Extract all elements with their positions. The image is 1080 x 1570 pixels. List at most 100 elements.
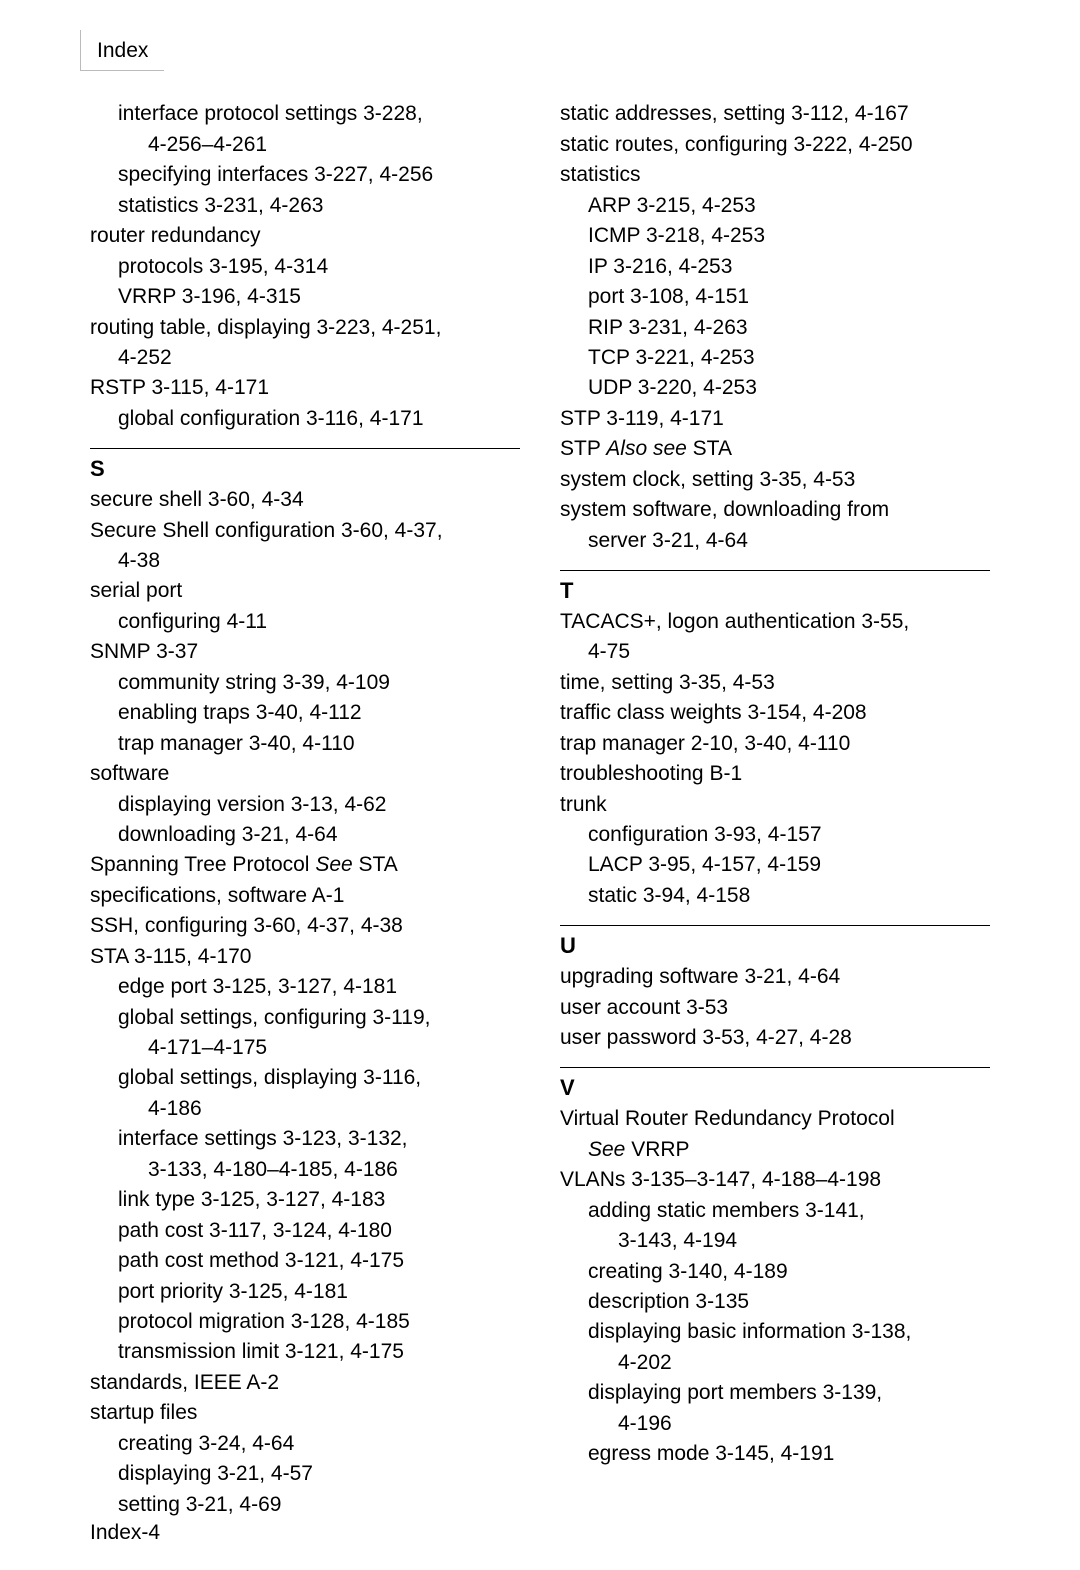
index-line: 4-252 xyxy=(90,343,520,373)
index-line: static 3-94, 4-158 xyxy=(560,881,990,911)
index-line: 4-256–4-261 xyxy=(90,130,520,160)
section-S-items: secure shell 3-60, 4-34Secure Shell conf… xyxy=(90,485,520,1520)
index-line: server 3-21, 4-64 xyxy=(560,526,990,556)
index-line: VLANs 3-135–3-147, 4-188–4-198 xyxy=(560,1165,990,1195)
index-line: community string 3-39, 4-109 xyxy=(90,668,520,698)
index-line: STP Also see STA xyxy=(560,434,990,464)
index-line: software xyxy=(90,759,520,789)
index-line: traffic class weights 3-154, 4-208 xyxy=(560,698,990,728)
index-line: adding static members 3-141, xyxy=(560,1196,990,1226)
section-letter: U xyxy=(560,930,990,962)
left-column: interface protocol settings 3-228, 4-256… xyxy=(90,99,520,1520)
index-line: Spanning Tree Protocol See STA xyxy=(90,850,520,880)
index-line: path cost method 3-121, 4-175 xyxy=(90,1246,520,1276)
index-line: ARP 3-215, 4-253 xyxy=(560,191,990,221)
index-line: link type 3-125, 3-127, 4-183 xyxy=(90,1185,520,1215)
section-T-items: TACACS+, logon authentication 3-55, 4-75… xyxy=(560,607,990,911)
section-letter: T xyxy=(560,575,990,607)
index-line: system software, downloading from xyxy=(560,495,990,525)
index-line: egress mode 3-145, 4-191 xyxy=(560,1439,990,1469)
index-line: router redundancy xyxy=(90,221,520,251)
index-line: RSTP 3-115, 4-171 xyxy=(90,373,520,403)
index-line: protocol migration 3-128, 4-185 xyxy=(90,1307,520,1337)
index-line: configuration 3-93, 4-157 xyxy=(560,820,990,850)
index-line: STA 3-115, 4-170 xyxy=(90,942,520,972)
index-line: system clock, setting 3-35, 4-53 xyxy=(560,465,990,495)
index-line: 4-171–4-175 xyxy=(90,1033,520,1063)
page-header-title: Index xyxy=(97,39,148,62)
page-number: Index-4 xyxy=(90,1521,160,1544)
index-line: global settings, displaying 3-116, xyxy=(90,1063,520,1093)
index-line: serial port xyxy=(90,576,520,606)
section-letter: V xyxy=(560,1072,990,1104)
index-line: STP 3-119, 4-171 xyxy=(560,404,990,434)
index-line: displaying 3-21, 4-57 xyxy=(90,1459,520,1489)
index-line: description 3-135 xyxy=(560,1287,990,1317)
index-line: SSH, configuring 3-60, 4-37, 4-38 xyxy=(90,911,520,941)
index-line: configuring 4-11 xyxy=(90,607,520,637)
index-line: IP 3-216, 4-253 xyxy=(560,252,990,282)
section-V-items: Virtual Router Redundancy Protocol See V… xyxy=(560,1104,990,1469)
index-line: 4-75 xyxy=(560,637,990,667)
index-line: transmission limit 3-121, 4-175 xyxy=(90,1337,520,1367)
index-line: interface settings 3-123, 3-132, xyxy=(90,1124,520,1154)
index-line: TACACS+, logon authentication 3-55, xyxy=(560,607,990,637)
index-line: ICMP 3-218, 4-253 xyxy=(560,221,990,251)
right-column: static addresses, setting 3-112, 4-167st… xyxy=(560,99,990,1520)
index-line: trunk xyxy=(560,790,990,820)
index-line: statistics 3-231, 4-263 xyxy=(90,191,520,221)
index-line: 4-186 xyxy=(90,1094,520,1124)
left-pre-section: interface protocol settings 3-228, 4-256… xyxy=(90,99,520,434)
index-line: UDP 3-220, 4-253 xyxy=(560,373,990,403)
index-line: 3-133, 4-180–4-185, 4-186 xyxy=(90,1155,520,1185)
index-line: VRRP 3-196, 4-315 xyxy=(90,282,520,312)
index-line: statistics xyxy=(560,160,990,190)
section-S: S secure shell 3-60, 4-34Secure Shell co… xyxy=(90,448,520,1520)
index-line: trap manager 2-10, 3-40, 4-110 xyxy=(560,729,990,759)
index-line: user account 3-53 xyxy=(560,993,990,1023)
index-line: user password 3-53, 4-27, 4-28 xyxy=(560,1023,990,1053)
index-line: static addresses, setting 3-112, 4-167 xyxy=(560,99,990,129)
index-line: 4-38 xyxy=(90,546,520,576)
index-line: 3-143, 4-194 xyxy=(560,1226,990,1256)
page-footer: Index-4 xyxy=(90,1518,160,1548)
page-header-tab: Index xyxy=(80,30,164,71)
index-line: edge port 3-125, 3-127, 4-181 xyxy=(90,972,520,1002)
index-line: standards, IEEE A-2 xyxy=(90,1368,520,1398)
index-line: port 3-108, 4-151 xyxy=(560,282,990,312)
index-line: specifying interfaces 3-227, 4-256 xyxy=(90,160,520,190)
index-line: SNMP 3-37 xyxy=(90,637,520,667)
index-line: See VRRP xyxy=(560,1135,990,1165)
index-line: time, setting 3-35, 4-53 xyxy=(560,668,990,698)
index-line: creating 3-140, 4-189 xyxy=(560,1257,990,1287)
index-line: RIP 3-231, 4-263 xyxy=(560,313,990,343)
index-line: 4-196 xyxy=(560,1409,990,1439)
index-line: secure shell 3-60, 4-34 xyxy=(90,485,520,515)
index-line: LACP 3-95, 4-157, 4-159 xyxy=(560,850,990,880)
index-line: displaying port members 3-139, xyxy=(560,1378,990,1408)
index-line: global configuration 3-116, 4-171 xyxy=(90,404,520,434)
index-line: interface protocol settings 3-228, xyxy=(90,99,520,129)
index-line: creating 3-24, 4-64 xyxy=(90,1429,520,1459)
section-letter: S xyxy=(90,453,520,485)
section-U: U upgrading software 3-21, 4-64user acco… xyxy=(560,925,990,1053)
index-line: displaying basic information 3-138, xyxy=(560,1317,990,1347)
index-line: downloading 3-21, 4-64 xyxy=(90,820,520,850)
index-line: TCP 3-221, 4-253 xyxy=(560,343,990,373)
index-line: upgrading software 3-21, 4-64 xyxy=(560,962,990,992)
section-T: T TACACS+, logon authentication 3-55, 4-… xyxy=(560,570,990,911)
index-line: troubleshooting B-1 xyxy=(560,759,990,789)
index-line: Virtual Router Redundancy Protocol xyxy=(560,1104,990,1134)
index-line: specifications, software A-1 xyxy=(90,881,520,911)
right-pre-section: static addresses, setting 3-112, 4-167st… xyxy=(560,99,990,556)
index-line: path cost 3-117, 3-124, 4-180 xyxy=(90,1216,520,1246)
section-V: V Virtual Router Redundancy Protocol See… xyxy=(560,1067,990,1469)
index-line: routing table, displaying 3-223, 4-251, xyxy=(90,313,520,343)
index-line: Secure Shell configuration 3-60, 4-37, xyxy=(90,516,520,546)
index-line: setting 3-21, 4-69 xyxy=(90,1490,520,1520)
index-line: enabling traps 3-40, 4-112 xyxy=(90,698,520,728)
index-line: global settings, configuring 3-119, xyxy=(90,1003,520,1033)
index-columns: interface protocol settings 3-228, 4-256… xyxy=(90,99,990,1520)
index-line: protocols 3-195, 4-314 xyxy=(90,252,520,282)
index-line: static routes, configuring 3-222, 4-250 xyxy=(560,130,990,160)
